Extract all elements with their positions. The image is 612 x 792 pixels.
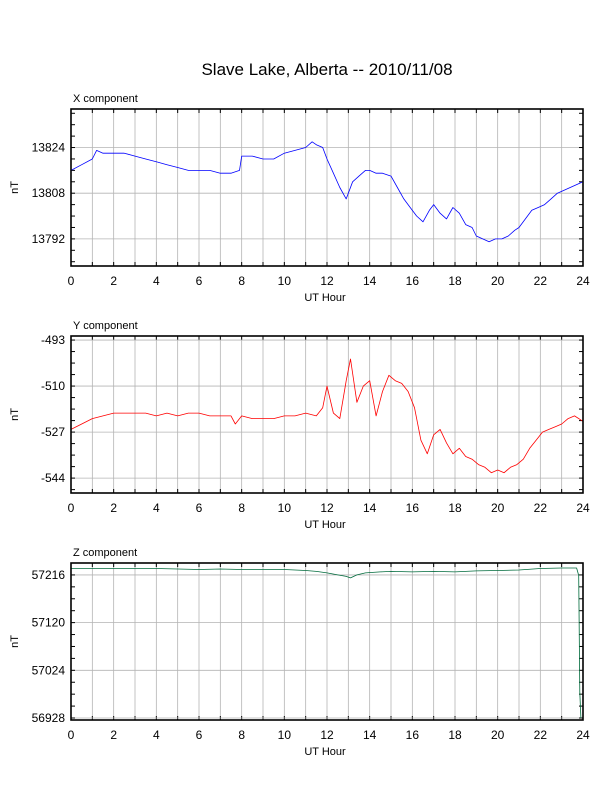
- x-tick-label: 16: [406, 728, 420, 742]
- x-tick-label: 16: [406, 501, 420, 515]
- panel-title: Y component: [73, 320, 138, 332]
- x-tick-label: 12: [320, 501, 334, 515]
- y-tick-label: -510: [41, 379, 65, 393]
- x-tick-label: 20: [491, 728, 505, 742]
- x-tick-label: 18: [448, 501, 462, 515]
- x-tick-label: 18: [448, 274, 462, 288]
- x-tick-label: 2: [110, 728, 117, 742]
- chart-title: Slave Lake, Alberta -- 2010/11/08: [201, 60, 452, 79]
- x-tick-label: 22: [534, 274, 548, 288]
- x-tick-label: 2: [110, 274, 117, 288]
- x-tick-label: 2: [110, 501, 117, 515]
- x-tick-label: 6: [196, 274, 203, 288]
- x-tick-label: 4: [153, 501, 160, 515]
- x-tick-label: 0: [68, 501, 75, 515]
- x-tick-label: 10: [278, 274, 292, 288]
- series-line: [70, 358, 584, 474]
- x-tick-label: 14: [363, 501, 377, 515]
- x-tick-label: 0: [68, 728, 75, 742]
- x-tick-label: 22: [534, 501, 548, 515]
- x-tick-label: 8: [238, 274, 245, 288]
- x-tick-label: 10: [278, 501, 292, 515]
- y-tick-label: -544: [41, 471, 65, 485]
- y-tick-label: -493: [41, 333, 65, 347]
- y-tick-label: 13808: [32, 186, 66, 200]
- x-tick-label: 24: [576, 501, 590, 515]
- x-tick-label: 4: [153, 728, 160, 742]
- y-tick-label: 56928: [32, 711, 66, 725]
- y-tick-label: 13824: [32, 141, 66, 155]
- x-axis-label: UT Hour: [304, 519, 346, 531]
- panel-title: X component: [73, 93, 138, 105]
- x-tick-label: 20: [491, 501, 505, 515]
- x-tick-label: 12: [320, 728, 334, 742]
- x-tick-label: 0: [68, 274, 75, 288]
- x-tick-label: 12: [320, 274, 334, 288]
- x-axis-label: UT Hour: [304, 746, 346, 758]
- x-axis-label: UT Hour: [304, 292, 346, 304]
- y-tick-label: 57216: [32, 568, 66, 582]
- x-tick-label: 14: [363, 728, 377, 742]
- x-tick-label: 20: [491, 274, 505, 288]
- y-tick-label: -527: [41, 425, 65, 439]
- x-tick-label: 10: [278, 728, 292, 742]
- x-tick-label: 16: [406, 274, 420, 288]
- x-tick-label: 6: [196, 501, 203, 515]
- y-tick-label: 57120: [32, 616, 66, 630]
- x-tick-label: 18: [448, 728, 462, 742]
- x-tick-label: 4: [153, 274, 160, 288]
- y-tick-label: 57024: [32, 663, 66, 677]
- y-axis-label: nT: [9, 408, 21, 421]
- series-line: [70, 141, 584, 243]
- x-tick-label: 24: [576, 728, 590, 742]
- y-tick-label: 13792: [32, 232, 66, 246]
- plot-frame: [70, 562, 584, 721]
- x-tick-label: 8: [238, 501, 245, 515]
- y-axis-label: nT: [9, 635, 21, 648]
- x-tick-label: 8: [238, 728, 245, 742]
- panel-title: Z component: [73, 547, 137, 559]
- y-axis-label: nT: [9, 181, 21, 194]
- plot-frame: [70, 108, 584, 267]
- x-tick-label: 6: [196, 728, 203, 742]
- x-tick-label: 22: [534, 728, 548, 742]
- plot-frame: [70, 335, 584, 494]
- x-tick-label: 24: [576, 274, 590, 288]
- x-tick-label: 14: [363, 274, 377, 288]
- series-line: [71, 567, 582, 719]
